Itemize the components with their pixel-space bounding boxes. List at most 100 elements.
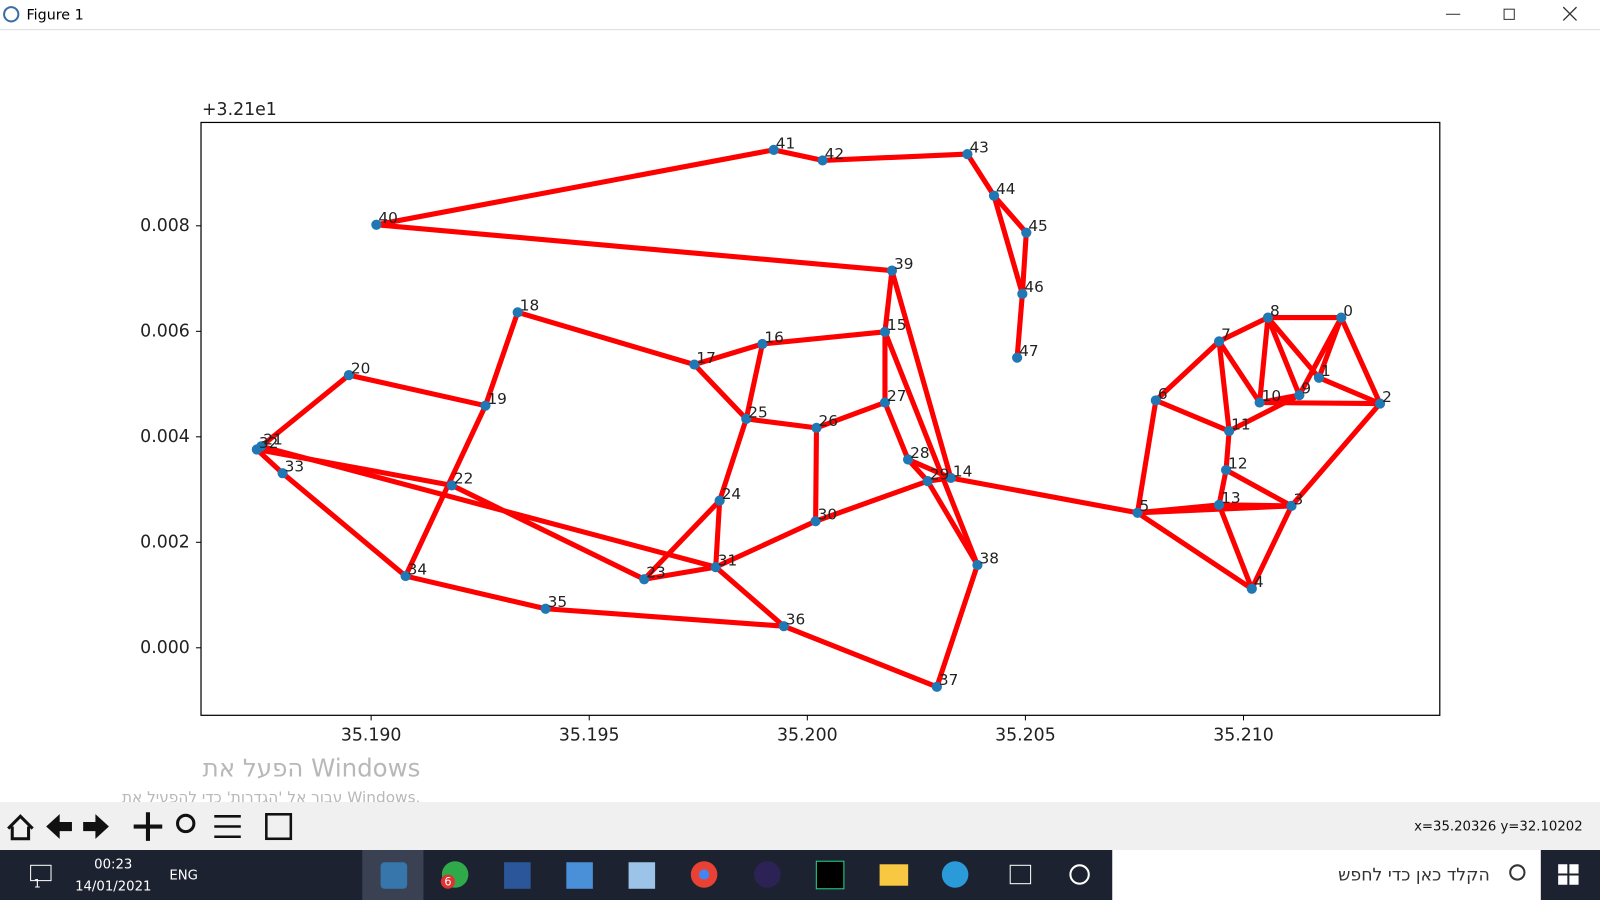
save-button[interactable] <box>265 813 293 841</box>
edge <box>713 564 787 629</box>
edge <box>1338 315 1383 407</box>
edge <box>1265 315 1302 398</box>
word-icon[interactable] <box>504 862 531 889</box>
back-button[interactable] <box>46 814 72 839</box>
restore-button[interactable] <box>1503 8 1515 20</box>
edge <box>1216 467 1229 508</box>
edge <box>691 341 765 368</box>
x-tick-label: 35.190 <box>341 726 402 746</box>
edge <box>1134 510 1255 592</box>
node <box>1224 425 1235 437</box>
node-label: 36 <box>786 611 805 629</box>
node-label: 30 <box>818 506 837 524</box>
node <box>1012 352 1023 363</box>
search-box[interactable] <box>1112 850 1541 900</box>
edge <box>346 372 488 409</box>
node-label: 6 <box>1158 385 1168 403</box>
edge <box>258 372 352 449</box>
node <box>1254 397 1265 408</box>
node-label: 21 <box>263 431 282 449</box>
edge <box>1265 315 1322 381</box>
node-label: 20 <box>351 359 370 377</box>
node <box>810 516 821 527</box>
node <box>371 219 382 230</box>
node-label: 26 <box>819 412 838 430</box>
node <box>1246 583 1257 594</box>
edge <box>882 329 980 568</box>
node-label: 34 <box>408 560 427 578</box>
node-label: 24 <box>722 485 741 503</box>
edge-icon[interactable] <box>941 861 969 888</box>
y-tick-label: 0.002 <box>140 532 190 552</box>
node-label: 15 <box>887 316 906 334</box>
node <box>446 480 457 491</box>
node-label: 18 <box>520 297 539 315</box>
node <box>817 155 828 166</box>
pycharm-icon[interactable] <box>815 860 845 890</box>
badge <box>440 874 456 889</box>
configure-button[interactable] <box>214 815 241 839</box>
edge <box>403 403 488 579</box>
chrome-center <box>698 869 710 880</box>
node <box>540 603 551 614</box>
node <box>945 472 956 484</box>
activation-title: הפעל את Windows <box>203 753 421 782</box>
title-bar <box>0 0 1600 30</box>
node <box>1294 390 1305 401</box>
explorer-icon[interactable] <box>879 864 909 886</box>
edge <box>1226 392 1302 434</box>
node-label: 17 <box>696 349 715 367</box>
edge <box>449 482 647 582</box>
notification-icon[interactable] <box>30 864 52 882</box>
edge <box>743 416 820 431</box>
home-button[interactable] <box>7 814 34 841</box>
node <box>1132 507 1143 518</box>
close-button[interactable] <box>1562 6 1577 21</box>
node-label: 47 <box>1019 342 1038 360</box>
node <box>710 561 721 573</box>
language[interactable]: ENG <box>169 869 198 884</box>
edge <box>1153 338 1222 403</box>
node <box>1213 499 1225 510</box>
node-label: 44 <box>996 180 1015 198</box>
edge <box>991 193 1029 236</box>
y-tick-label: 0.008 <box>140 216 190 236</box>
start-button[interactable] <box>1558 864 1579 885</box>
zoom-button[interactable] <box>176 813 196 834</box>
eclipse-icon[interactable] <box>754 861 781 888</box>
node <box>902 454 914 465</box>
clock-date: 14/01/2021 <box>75 880 151 895</box>
app-icon-5[interactable] <box>628 862 656 889</box>
forward-button[interactable] <box>83 814 109 839</box>
node-label: 7 <box>1221 326 1231 344</box>
node <box>689 359 700 370</box>
status-text: x=35.20326 y=32.10202 <box>1414 820 1583 835</box>
cortana[interactable] <box>1069 864 1090 885</box>
node <box>768 144 779 155</box>
node <box>922 476 933 487</box>
python-icon[interactable] <box>380 862 408 889</box>
edge <box>964 151 997 199</box>
edge <box>813 478 931 524</box>
edge <box>1216 502 1255 592</box>
node-label: 10 <box>1262 387 1281 405</box>
edge <box>759 329 888 347</box>
node-label: 0 <box>1343 302 1353 320</box>
node-label: 9 <box>1301 380 1311 398</box>
edge <box>1257 315 1271 406</box>
app-icon-4[interactable] <box>566 862 593 889</box>
node <box>741 413 752 424</box>
task-view[interactable] <box>1009 864 1032 885</box>
edge <box>482 309 521 409</box>
search-icon <box>1509 864 1526 881</box>
y-tick-label: 0.000 <box>140 638 190 658</box>
pan-button[interactable] <box>133 812 163 841</box>
node <box>480 400 491 411</box>
y-tick-label: 0.006 <box>140 321 190 341</box>
edge <box>403 573 549 612</box>
edge <box>1019 230 1029 297</box>
edge <box>713 498 723 570</box>
edge <box>543 606 787 629</box>
edge <box>1223 428 1232 473</box>
node <box>988 190 1000 201</box>
